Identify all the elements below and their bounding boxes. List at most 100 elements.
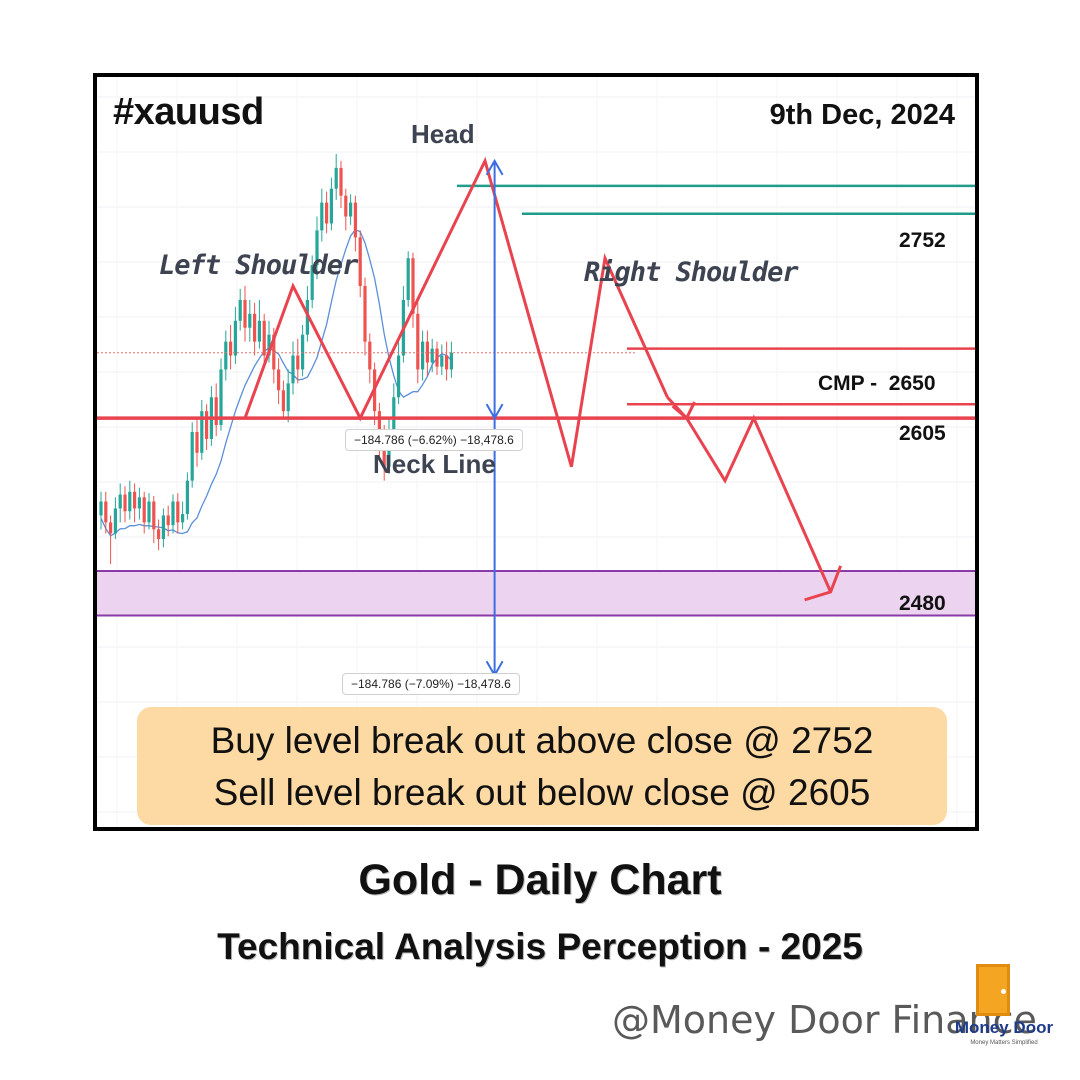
candle	[253, 313, 257, 342]
candle	[382, 445, 386, 467]
candle	[224, 341, 228, 370]
candle	[176, 501, 180, 523]
buy-level-text: Buy level break out above close @ 2752	[210, 720, 874, 761]
candle	[301, 334, 305, 370]
candle	[296, 355, 300, 370]
door-icon	[976, 964, 1010, 1016]
candle	[142, 497, 146, 523]
candle	[262, 320, 266, 356]
candle	[267, 334, 271, 356]
level-label-2752: 2752	[899, 229, 946, 252]
target-zone	[97, 571, 975, 616]
candle	[133, 491, 137, 509]
candle	[291, 355, 295, 384]
candle	[411, 258, 415, 314]
date-label: 9th Dec, 2024	[769, 99, 955, 131]
candle	[113, 508, 117, 534]
candle	[272, 334, 276, 370]
candle	[238, 299, 242, 321]
candle	[358, 237, 362, 287]
candle	[406, 258, 410, 300]
breakdown-arrowhead	[671, 401, 696, 421]
candle	[248, 313, 252, 328]
candle	[339, 167, 343, 196]
candle	[334, 167, 338, 189]
candle	[257, 320, 261, 342]
candle	[99, 501, 103, 516]
candle	[219, 369, 223, 426]
candle	[281, 390, 285, 412]
candle	[445, 355, 449, 370]
projection-arrowhead	[804, 565, 842, 602]
candle	[181, 514, 185, 523]
candle	[430, 348, 434, 363]
pattern-line	[243, 156, 669, 468]
candle	[349, 202, 353, 217]
candle	[123, 494, 127, 512]
left-shoulder-label: Left Shoulder	[159, 250, 358, 281]
logo-name: Money Door	[954, 1018, 1054, 1037]
candle	[195, 432, 199, 453]
candle	[310, 265, 314, 300]
candle	[325, 202, 329, 224]
candle	[229, 341, 233, 356]
watermark: @Money Door Finance	[612, 998, 1037, 1042]
candle	[368, 341, 372, 370]
candle	[166, 515, 170, 526]
candle	[277, 369, 281, 391]
candle	[353, 202, 357, 238]
candle	[233, 320, 237, 356]
candle	[190, 432, 194, 481]
chart-frame: #xauusd 9th Dec, 2024 Head Left Shoulder…	[93, 73, 979, 831]
level-label-cmp: CMP - 2650	[818, 372, 936, 395]
chart-title: Gold - Daily Chart	[358, 856, 722, 904]
candle	[161, 515, 165, 540]
candle	[425, 341, 429, 363]
candle	[320, 202, 324, 231]
trade-callout: Buy level break out above close @ 2752 S…	[137, 707, 947, 825]
candle	[109, 522, 113, 534]
candle	[118, 494, 122, 509]
sell-level-text: Sell level break out below close @ 2605	[213, 772, 871, 813]
candle	[214, 397, 218, 426]
measurement-arrowhead-top	[485, 158, 504, 176]
head-label: Head	[411, 119, 475, 149]
neck-line-label: Neck Line	[373, 449, 496, 479]
candle	[440, 355, 444, 367]
level-label-2605: 2605	[899, 422, 946, 445]
candle	[286, 383, 290, 412]
candle	[315, 230, 319, 266]
candle	[435, 348, 439, 367]
candle	[421, 341, 425, 370]
ticker-label: #xauusd	[113, 91, 264, 133]
watermark-text: @Money Door Finance	[612, 998, 1037, 1042]
right-shoulder-label: Right Shoulder	[584, 257, 799, 288]
candle	[152, 501, 156, 530]
candle	[200, 411, 204, 453]
chart-subtitle: Technical Analysis Perception - 2025	[217, 926, 863, 967]
candle	[137, 497, 141, 509]
candle	[392, 397, 396, 432]
candle	[329, 188, 333, 224]
candle	[397, 355, 401, 398]
measurement-label-upper: −184.786 (−6.62%) −18,478.6	[345, 429, 523, 451]
candle	[104, 501, 108, 523]
projection-path	[666, 396, 832, 593]
candle	[185, 480, 189, 515]
moving-average-line	[100, 228, 452, 537]
candle	[344, 195, 348, 217]
logo-tagline: Money Matters Simplified	[970, 1040, 1038, 1046]
candle	[377, 411, 381, 446]
candle	[157, 529, 161, 540]
candle	[147, 501, 151, 523]
candle	[363, 286, 367, 342]
candle	[243, 299, 247, 328]
candle	[416, 313, 420, 370]
candle	[205, 411, 209, 439]
measurement-label-lower: −184.786 (−7.09%) −18,478.6	[342, 673, 520, 695]
candle	[171, 501, 175, 526]
level-label-2480: 2480	[899, 592, 946, 615]
logo: Money Door Money Matters Simplified	[944, 960, 1064, 1055]
candle	[449, 352, 453, 370]
measurement-arrowhead-mid	[485, 403, 504, 421]
